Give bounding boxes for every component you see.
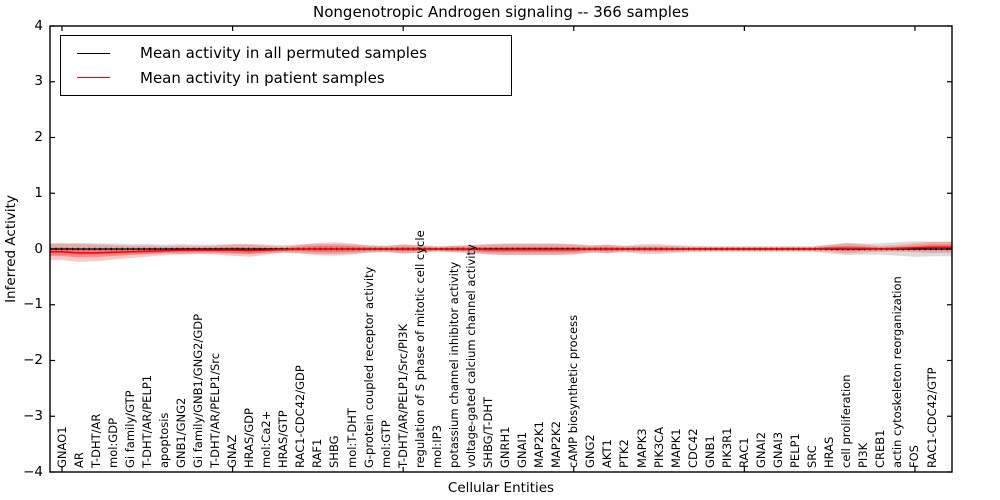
patient-line-sample-icon [77, 77, 110, 79]
legend: Mean activity in all permuted samples Me… [60, 35, 512, 96]
x-category-label: T-DHT/AR/PELP1/Src/PI3K [395, 323, 410, 468]
x-category-label: MAPK3 [634, 428, 649, 468]
y-tick-label: 0 [34, 240, 43, 257]
x-category-label: GNB1/GNG2 [173, 397, 188, 468]
y-tick-label: −2 [23, 352, 43, 368]
y-tick-label: 3 [34, 73, 43, 90]
x-category-label: HRAS [822, 436, 837, 468]
legend-label-permuted: Mean activity in all permuted samples [140, 44, 427, 63]
x-category-label: CDC42 [685, 428, 700, 468]
patient-band-inner [50, 244, 952, 258]
x-category-label: mol:Ca2+ [259, 410, 274, 468]
x-category-label: cell proliferation [839, 374, 854, 468]
x-category-label: SHBG [327, 435, 342, 468]
x-category-label: GNAI1 [515, 431, 530, 468]
x-category-label: AR [71, 452, 86, 468]
x-category-label: mol:T-DHT [344, 408, 359, 468]
x-category-label: FOS [907, 445, 922, 468]
legend-label-patient: Mean activity in patient samples [140, 68, 385, 87]
x-category-label: GNAI2 [753, 431, 768, 468]
x-category-label: RAF1 [310, 438, 325, 468]
y-tick-label: −1 [23, 296, 43, 313]
x-category-label: G-protein coupled receptor activity [361, 266, 376, 468]
x-category-label: GNG2 [583, 434, 598, 468]
x-axis-label: Cellular Entities [447, 480, 555, 496]
patient-band-outer [50, 241, 952, 262]
y-tick-label: 4 [34, 17, 43, 34]
x-category-label: T-DHT/AR/PELP1 [139, 374, 154, 468]
x-category-label: PIK3R1 [719, 427, 734, 469]
x-category-label: actin cytoskeleton reorganization [890, 276, 905, 468]
x-category-label: SRC [805, 445, 820, 468]
x-category-label: T-DHT/AR [88, 413, 103, 468]
x-category-label: apoptosis [156, 412, 171, 468]
x-category-label: RAC1-CDC42/GTP [924, 367, 939, 468]
x-category-label: RAC1 [736, 437, 751, 468]
x-category-label: mol:GDP [105, 417, 120, 468]
patient-mean-line [50, 246, 952, 254]
x-category-label: mol:IP3 [429, 425, 444, 468]
y-tick-label: −3 [23, 407, 43, 424]
x-category-label: MAPK1 [668, 428, 683, 468]
x-category-label: regulation of S phase of mitotic cell cy… [412, 230, 427, 468]
x-category-label: MAP2K2 [549, 421, 564, 468]
y-tick-label: −4 [23, 463, 43, 480]
legend-entry-permuted: Mean activity in all permuted samples [61, 44, 511, 62]
x-category-label: GNB1 [702, 435, 717, 468]
x-category-label: HRAS/GDP [242, 408, 257, 468]
x-category-label: AKT1 [600, 439, 615, 468]
x-category-label: PI3K [856, 442, 871, 468]
x-category-label: GNAZ [225, 434, 240, 468]
x-category-label: SHBG/T-DHT [480, 396, 495, 468]
x-category-label: Gi family/GTP [122, 390, 137, 468]
x-category-label: GNAO1 [54, 426, 69, 468]
x-category-label: mol:GTP [378, 420, 393, 468]
x-category-label: cAMP biosynthetic process [566, 314, 581, 468]
x-category-label: Gi family/GNB1/GNG2/GDP [190, 313, 205, 468]
legend-entry-patient: Mean activity in patient samples [61, 69, 511, 87]
x-category-label: PTK2 [617, 439, 632, 468]
chart-title: Nongenotropic Androgen signaling -- 366 … [313, 3, 689, 21]
x-category-label: MAP2K1 [532, 421, 547, 468]
y-tick-label: 2 [34, 129, 43, 145]
x-category-label: HRAS/GTP [276, 410, 291, 468]
x-category-label: GNRH1 [498, 426, 513, 468]
x-category-label: PIK3CA [651, 426, 666, 468]
x-category-label: T-DHT/AR/PELP1/Src [208, 352, 223, 468]
x-category-label: voltage-gated calcium channel activity [463, 244, 478, 468]
x-category-label: potassium channel inhibitor activity [446, 261, 461, 468]
permuted-line-sample-icon [77, 52, 110, 54]
x-category-label: CREB1 [873, 429, 888, 469]
y-tick-label: 1 [34, 184, 43, 201]
x-category-label: PELP1 [788, 433, 803, 468]
x-category-label: RAC1-CDC42/GDP [293, 365, 308, 468]
x-category-label: GNAI3 [770, 431, 785, 468]
